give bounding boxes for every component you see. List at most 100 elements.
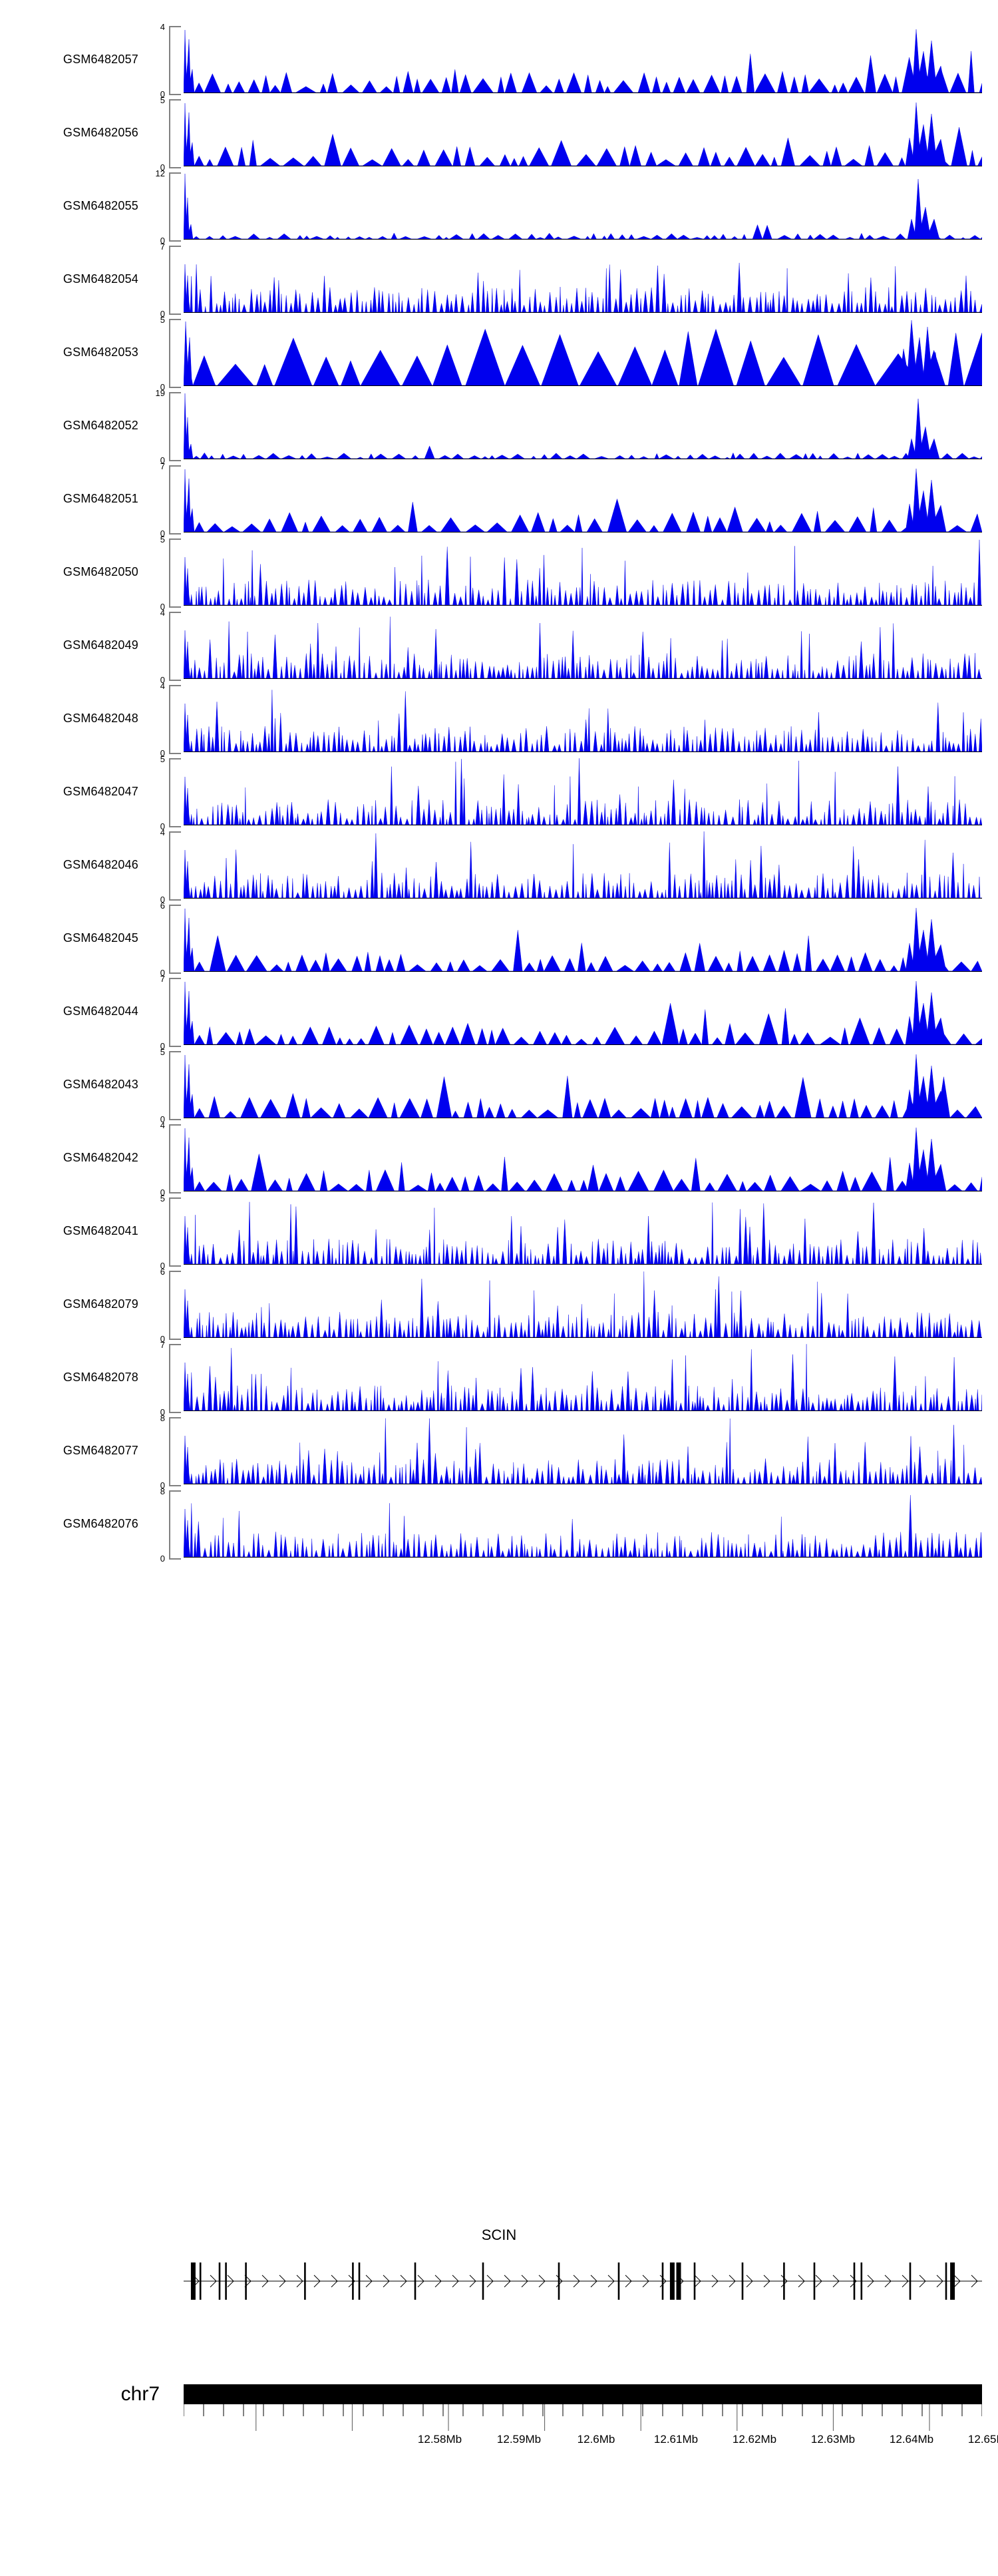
track-label-GSM6482044: GSM6482044 [63, 1004, 138, 1018]
coverage-plot-area [184, 172, 982, 239]
coverage-track: GSM6482054 7 0 [0, 242, 998, 318]
coverage-plot-area [184, 685, 982, 751]
y-axis-max-label: 5 [160, 754, 165, 764]
y-axis: 19 0 [142, 388, 182, 465]
track-baseline [184, 1264, 982, 1265]
chromosome-label: chr7 [120, 2383, 160, 2405]
coverage-plot-area [184, 99, 982, 166]
y-axis-max-label: 8 [160, 1486, 165, 1496]
y-axis-bracket [169, 758, 182, 827]
y-axis-max-label: 12 [155, 168, 165, 178]
track-label-GSM6482047: GSM6482047 [63, 784, 138, 798]
coverage-plot-area [184, 465, 982, 532]
y-axis-bracket [169, 1197, 182, 1267]
coverage-plot-area [184, 1490, 982, 1557]
coverage-track: GSM6482048 4 0 [0, 681, 998, 758]
y-axis-max-label: 4 [160, 827, 165, 837]
y-axis-min-label: 0 [160, 1407, 165, 1417]
y-axis-bracket [169, 246, 182, 315]
track-baseline [184, 605, 982, 606]
y-axis-max-label: 7 [160, 461, 165, 471]
track-label-GSM6482052: GSM6482052 [63, 418, 138, 432]
track-label-GSM6482043: GSM6482043 [63, 1077, 138, 1091]
coverage-track: GSM6482077 8 0 [0, 1413, 998, 1490]
coverage-track: GSM6482078 7 0 [0, 1340, 998, 1417]
coverage-track: GSM6482050 5 0 [0, 535, 998, 611]
track-baseline [184, 1410, 982, 1411]
y-axis-max-label: 19 [155, 388, 165, 398]
coverage-plot-area [184, 246, 982, 312]
y-axis-max-label: 4 [160, 681, 165, 691]
track-label-GSM6482045: GSM6482045 [63, 931, 138, 945]
track-label-GSM6482078: GSM6482078 [63, 1370, 138, 1384]
coverage-plot-area [184, 1051, 982, 1118]
y-axis-bracket [169, 26, 182, 95]
track-label-GSM6482053: GSM6482053 [63, 345, 138, 359]
y-axis-max-label: 7 [160, 1340, 165, 1350]
coverage-track: GSM6482042 4 0 [0, 1121, 998, 1197]
y-axis-bracket [169, 905, 182, 974]
y-axis-bracket [169, 319, 182, 388]
gene-model-panel: SCIN [0, 2227, 998, 2310]
y-axis-min-label: 0 [160, 895, 165, 905]
y-axis-bracket [169, 1490, 182, 1560]
y-axis-max-label: 5 [160, 315, 165, 325]
track-label-GSM6482050: GSM6482050 [63, 564, 138, 578]
coverage-track: GSM6482047 5 0 [0, 754, 998, 831]
track-baseline [184, 532, 982, 533]
coverage-plot-area [184, 26, 982, 93]
track-label-GSM6482048: GSM6482048 [63, 711, 138, 725]
coverage-track: GSM6482052 19 0 [0, 388, 998, 465]
track-baseline [184, 239, 982, 240]
y-axis-min-label: 0 [160, 1554, 165, 1564]
coverage-track: GSM6482053 5 0 [0, 315, 998, 391]
track-label-GSM6482077: GSM6482077 [63, 1443, 138, 1457]
y-axis-min-label: 0 [160, 748, 165, 758]
y-axis-min-label: 0 [160, 675, 165, 685]
coverage-track: GSM6482056 5 0 [0, 96, 998, 172]
track-label-GSM6482055: GSM6482055 [63, 198, 138, 212]
coverage-track: GSM6482044 7 0 [0, 974, 998, 1051]
y-axis-bracket [169, 392, 182, 461]
y-axis-max-label: 5 [160, 1193, 165, 1203]
y-axis-bracket [169, 172, 182, 242]
y-axis-bracket [169, 831, 182, 901]
y-axis-max-label: 4 [160, 22, 165, 32]
y-axis-min-label: 0 [160, 1041, 165, 1051]
coverage-track: GSM6482046 4 0 [0, 827, 998, 905]
coverage-plot-area [184, 905, 982, 971]
y-axis: 12 0 [142, 168, 182, 245]
y-axis-bracket [169, 538, 182, 608]
track-label-GSM6482056: GSM6482056 [63, 125, 138, 139]
coverage-track: GSM6482051 7 0 [0, 461, 998, 538]
y-axis-bracket [169, 612, 182, 681]
ruler-tick-label: 12.64Mb [889, 2433, 934, 2446]
y-axis-max-label: 6 [160, 1267, 165, 1277]
y-axis-bracket [169, 1344, 182, 1413]
coverage-plot-area [184, 758, 982, 825]
coverage-track: GSM6482055 12 0 [0, 168, 998, 245]
coverage-plot-area [184, 1417, 982, 1484]
track-label-GSM6482076: GSM6482076 [63, 1516, 138, 1530]
y-axis-min-label: 0 [160, 1480, 165, 1490]
coverage-plot-area [184, 1271, 982, 1337]
y-axis-max-label: 8 [160, 1413, 165, 1423]
coverage-plot-area [184, 612, 982, 678]
y-axis-bracket [169, 1124, 182, 1193]
coverage-plot-area [184, 538, 982, 605]
